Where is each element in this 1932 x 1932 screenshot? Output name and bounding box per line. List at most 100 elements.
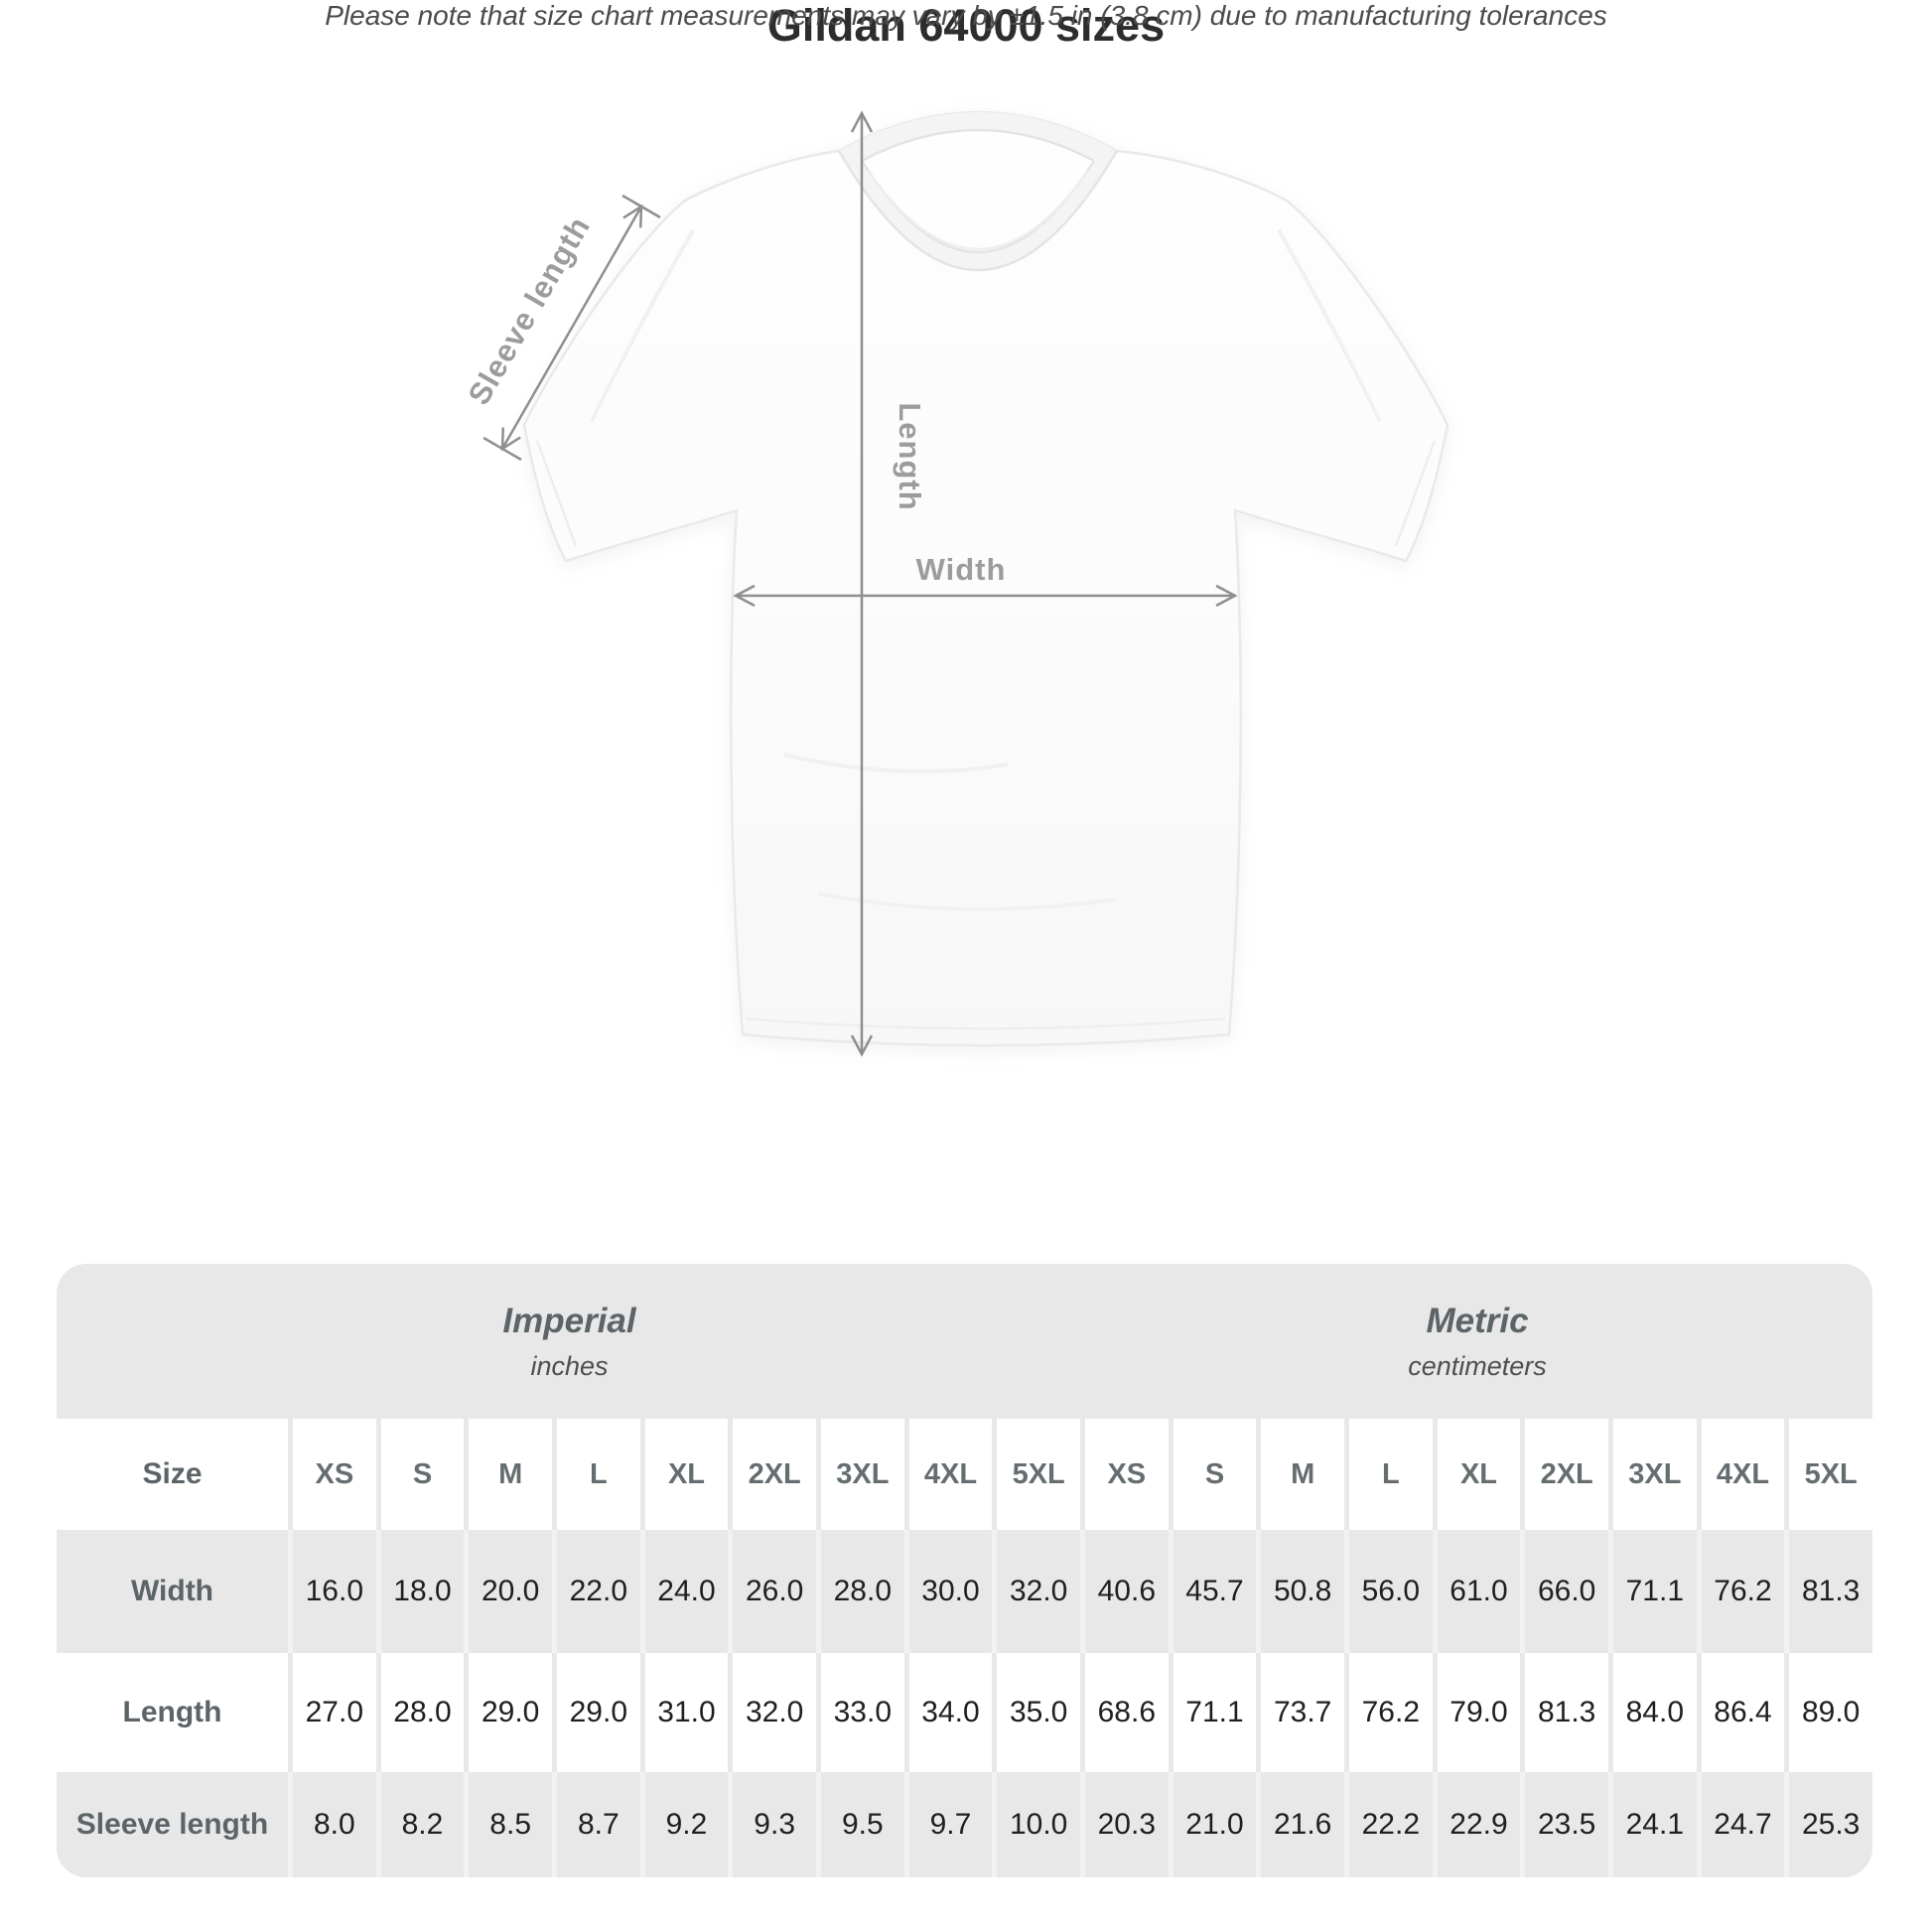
size-col-metric-s: S [1173,1419,1257,1530]
value-cell: 35.0 [997,1653,1080,1772]
value-cell: 8.2 [380,1772,465,1877]
imperial-section-title: Imperial [502,1301,636,1340]
value-cell: 8.5 [469,1772,552,1877]
value-cell: 40.6 [1084,1530,1169,1653]
value-cell: 50.8 [1261,1530,1344,1653]
value-cell: 73.7 [1261,1653,1344,1772]
value-cell: 31.0 [644,1653,729,1772]
value-cell: 25.3 [1789,1772,1872,1877]
value-cell: 34.0 [908,1653,993,1772]
value-cell: 24.0 [644,1530,729,1653]
imperial-section-unit: inches [530,1350,609,1381]
size-col-metric-4xl: 4XL [1701,1419,1785,1530]
value-cell: 45.7 [1173,1530,1257,1653]
size-col-imperial-5xl: 5XL [997,1419,1080,1530]
value-cell: 71.1 [1612,1530,1697,1653]
size-header-cell: Size [57,1419,288,1530]
value-cell: 76.2 [1348,1653,1433,1772]
value-cell: 21.0 [1173,1772,1257,1877]
value-cell: 66.0 [1525,1530,1608,1653]
unit-sections: Imperial inches Metric centimeters [57,1264,1872,1419]
metric-section: Metric centimeters [1082,1264,1872,1419]
value-cell: 9.2 [644,1772,729,1877]
size-col-metric-2xl: 2XL [1525,1419,1608,1530]
table-header-row: Size XS S M L XL 2XL 3XL 4XL 5XL XS S M L XL 2XL 3XL 4XL 5… [57,1419,1872,1530]
table-row: Length 27.0 28.0 29.0 29.0 31.0 32.0 33.0 34.0 35… [57,1653,1872,1772]
value-cell: 30.0 [908,1530,993,1653]
size-col-metric-xs: XS [1084,1419,1169,1530]
sleeve-tick-bottom [483,436,522,462]
value-cell: 9.3 [733,1772,816,1877]
value-cell: 29.0 [469,1653,552,1772]
value-cell: 10.0 [997,1772,1080,1877]
value-cell: 56.0 [1348,1530,1433,1653]
table-row: Width 16.0 18.0 20.0 22.0 24.0 26.0 28.0 30.0 32.… [57,1530,1872,1653]
value-cell: 86.4 [1701,1653,1785,1772]
metric-section-title: Metric [1426,1301,1529,1340]
collar [837,112,1119,272]
size-col-metric-l: L [1348,1419,1433,1530]
width-label: Width [916,552,1007,587]
size-col-imperial-2xl: 2XL [733,1419,816,1530]
value-cell: 18.0 [380,1530,465,1653]
page-title: Gildan 64000 sizes [766,0,1166,51]
size-col-imperial-3xl: 3XL [820,1419,904,1530]
size-col-imperial-l: L [556,1419,640,1530]
value-cell: 20.3 [1084,1772,1169,1877]
value-cell: 29.0 [556,1653,640,1772]
value-cell: 68.6 [1084,1653,1169,1772]
size-col-imperial-4xl: 4XL [908,1419,993,1530]
value-cell: 81.3 [1789,1530,1872,1653]
size-col-imperial-s: S [380,1419,465,1530]
value-cell: 84.0 [1612,1653,1697,1772]
value-cell: 20.0 [469,1530,552,1653]
size-col-imperial-xl: XL [644,1419,729,1530]
size-col-metric-xl: XL [1437,1419,1521,1530]
size-col-metric-5xl: 5XL [1789,1419,1872,1530]
metric-section-unit: centimeters [1408,1350,1547,1381]
value-cell: 9.5 [820,1772,904,1877]
length-label: Length [893,402,927,510]
row-label-cell: Length [57,1653,288,1772]
seams [535,440,1437,1031]
row-label-cell: Sleeve length [57,1772,288,1877]
table-row: Sleeve length 8.0 8.2 8.5 8.7 9.2 9.3 9.5 9.7 10.… [57,1772,1872,1877]
value-cell: 16.0 [293,1530,376,1653]
value-cell: 8.7 [556,1772,640,1877]
value-cell: 24.1 [1612,1772,1697,1877]
imperial-section: Imperial inches [57,1264,1082,1419]
value-cell: 32.0 [733,1653,816,1772]
value-cell: 21.6 [1261,1772,1344,1877]
sleeve-arrow [500,204,643,452]
dimension-lines [483,110,1238,1057]
value-cell: 32.0 [997,1530,1080,1653]
page-subtitle: Please note that size chart measurements… [325,0,1607,31]
row-label-cell: Width [57,1530,288,1653]
sleeve-tick-top [621,194,661,219]
size-grid: Size XS S M L XL 2XL 3XL 4XL 5XL XS S M L XL 2XL 3XL 4XL 5… [57,1419,1872,1877]
value-cell: 79.0 [1437,1653,1521,1772]
size-col-imperial-m: M [469,1419,552,1530]
value-cell: 8.0 [293,1772,376,1877]
value-cell: 22.9 [1437,1772,1521,1877]
value-cell: 76.2 [1701,1530,1785,1653]
size-col-metric-3xl: 3XL [1612,1419,1697,1530]
value-cell: 61.0 [1437,1530,1521,1653]
value-cell: 28.0 [380,1653,465,1772]
value-cell: 24.7 [1701,1772,1785,1877]
value-cell: 89.0 [1789,1653,1872,1772]
value-cell: 23.5 [1525,1772,1608,1877]
value-cell: 81.3 [1525,1653,1608,1772]
value-cell: 26.0 [733,1530,816,1653]
value-cell: 71.1 [1173,1653,1257,1772]
size-col-metric-m: M [1261,1419,1344,1530]
value-cell: 22.2 [1348,1772,1433,1877]
tshirt-diagram: Sleeve length Length Width [462,110,1449,1057]
size-col-imperial-xs: XS [293,1419,376,1530]
value-cell: 27.0 [293,1653,376,1772]
value-cell: 9.7 [908,1772,993,1877]
value-cell: 22.0 [556,1530,640,1653]
value-cell: 28.0 [820,1530,904,1653]
value-cell: 33.0 [820,1653,904,1772]
